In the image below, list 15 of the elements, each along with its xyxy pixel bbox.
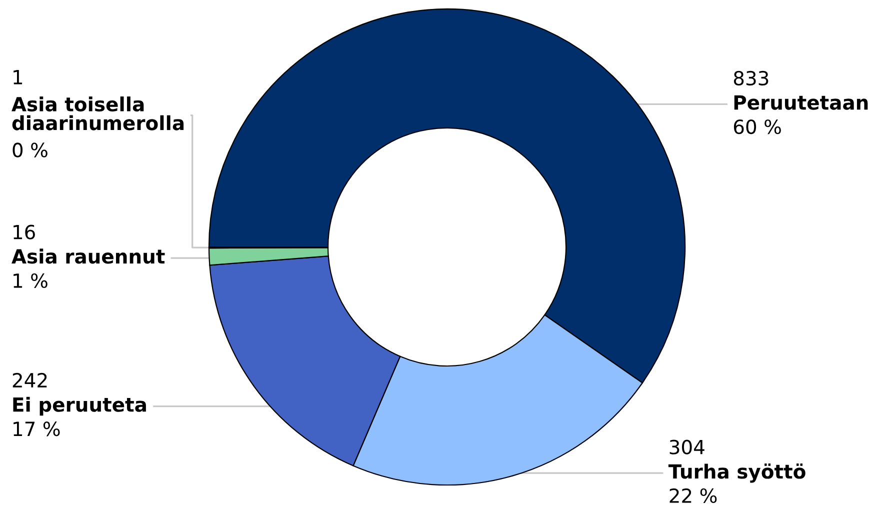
text: 17 % bbox=[14, 422, 60, 436]
slice-label: Turha syöttö bbox=[668, 463, 806, 483]
text: 0 % bbox=[12, 142, 48, 158]
text: 22 % bbox=[670, 488, 717, 504]
data-label: 16 bbox=[14, 224, 35, 240]
slice-label: Peruutetaan bbox=[734, 95, 868, 110]
slice-label: Asia rauennut bbox=[12, 248, 165, 264]
data-label: 833 bbox=[734, 70, 768, 86]
slice-label: Ei peruuteta bbox=[13, 396, 146, 416]
text: 60 % bbox=[734, 119, 781, 134]
slice-label: Asia toisella diaarinumerolla bbox=[12, 96, 184, 130]
data-label: 1 bbox=[14, 70, 22, 84]
data-label: 304 bbox=[670, 440, 704, 454]
data-label: 242 bbox=[12, 372, 47, 388]
text: 1 % bbox=[14, 273, 48, 288]
